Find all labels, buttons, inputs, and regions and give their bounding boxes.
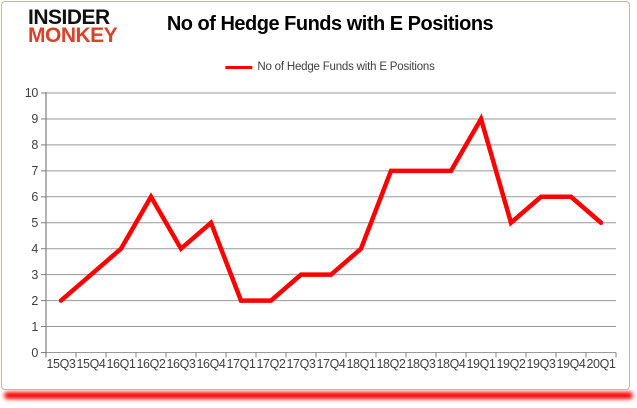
y-tick-label-5: 5	[31, 215, 38, 230]
series-line	[58, 113, 604, 303]
x-tick-label-20Q1: 20Q1	[586, 357, 616, 371]
y-tick-label-3: 3	[31, 267, 38, 282]
x-tick-label-15Q3: 15Q3	[46, 357, 76, 371]
x-tick-label-16Q2: 16Q2	[136, 357, 166, 371]
x-tick-label-16Q1: 16Q1	[106, 357, 136, 371]
y-tick-label-7: 7	[31, 163, 38, 178]
x-tick-label-19Q4: 19Q4	[556, 357, 586, 371]
x-tick-label-19Q1: 19Q1	[466, 357, 496, 371]
x-tick-label-16Q4: 16Q4	[196, 357, 226, 371]
x-tick-label-16Q3: 16Q3	[166, 357, 196, 371]
legend-label: No of Hedge Funds with E Positions	[257, 61, 435, 73]
y-tick-label-6: 6	[31, 189, 38, 204]
x-tick-label-15Q4: 15Q4	[76, 357, 106, 371]
y-tick-label-2: 2	[31, 293, 38, 308]
y-tick-label-10: 10	[24, 86, 39, 100]
x-tick-label-19Q3: 19Q3	[526, 357, 556, 371]
x-tick-label-18Q3: 18Q3	[406, 357, 436, 371]
x-tick-label-18Q4: 18Q4	[436, 357, 466, 371]
y-tick-label-4: 4	[31, 241, 38, 256]
x-tick-label-17Q4: 17Q4	[316, 357, 346, 371]
x-tick-label-18Q2: 18Q2	[376, 357, 406, 371]
y-tick-label-1: 1	[31, 319, 38, 334]
logo-line-monkey: MONKEY	[28, 24, 118, 47]
x-tick-label-19Q2: 19Q2	[496, 357, 526, 371]
y-tick-label-9: 9	[31, 111, 38, 126]
y-tick-label-0: 0	[31, 345, 38, 360]
insider-monkey-logo: INSIDER MONKEY	[28, 6, 118, 47]
y-tick-label-8: 8	[31, 137, 38, 152]
x-tick-label-18Q1: 18Q1	[346, 357, 376, 371]
chart-card	[1, 1, 630, 390]
x-tick-label-17Q1: 17Q1	[226, 357, 256, 371]
chart-title: No of Hedge Funds with E Positions	[166, 13, 494, 35]
bottom-red-glow	[4, 392, 633, 399]
chart-legend: No of Hedge Funds with E Positions	[225, 61, 435, 73]
x-tick-label-17Q2: 17Q2	[256, 357, 286, 371]
x-tick-label-17Q3: 17Q3	[286, 357, 316, 371]
logo-line-insider: INSIDER	[28, 6, 110, 29]
legend-line-swatch	[225, 65, 253, 69]
